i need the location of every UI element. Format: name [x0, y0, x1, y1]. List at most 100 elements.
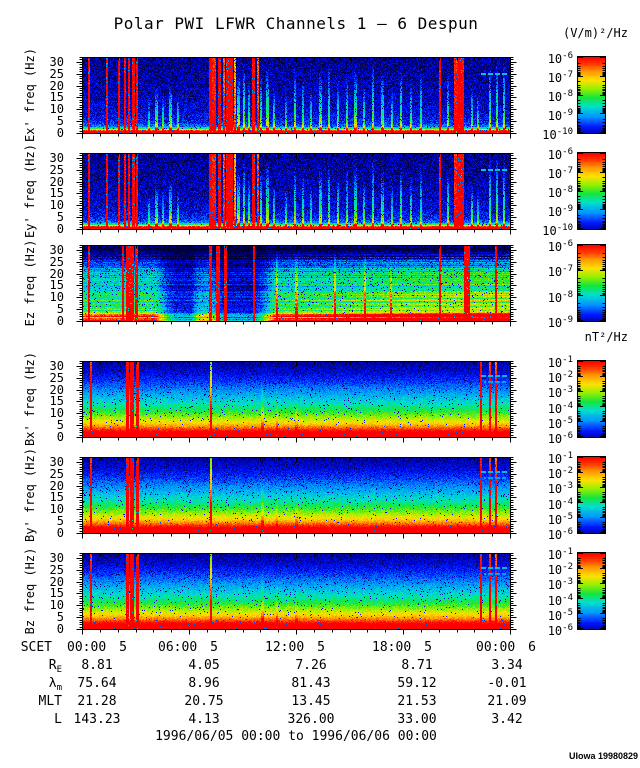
ytick-label: 20 [49, 266, 64, 281]
spectrogram-by [72, 451, 519, 542]
ephemeris-value: 3.34 [491, 658, 523, 673]
time-tick-0: 00:00 5 [67, 640, 127, 655]
colorbar-ez [577, 244, 606, 322]
cb-base: 10 [547, 356, 563, 370]
cb-label: 10-4 [515, 495, 573, 513]
cb-exponent: -3 [562, 385, 573, 396]
day-of-month-label: 5 [119, 640, 127, 655]
ephemeris-value: -0.01 [487, 676, 527, 691]
ephemeris-value: 75.64 [77, 676, 117, 691]
cb-exponent: -5 [562, 607, 573, 618]
cb-label: 10-9 [515, 202, 573, 220]
cb-label: 10-6 [515, 429, 573, 447]
ytick-label: 0 [56, 526, 64, 540]
ytick-label: 10 [49, 102, 64, 117]
cb-label: 10-7 [515, 262, 573, 280]
cb-base: 10 [547, 563, 563, 578]
spectrogram-ez [72, 239, 519, 330]
cb-label: 10-5 [515, 510, 573, 528]
cb-base: 10 [547, 578, 563, 593]
time-tick-3: 18:00 5 [372, 640, 432, 655]
cb-exponent: -9 [562, 108, 573, 118]
ytick-label: 25 [49, 370, 64, 385]
ytick-label: 20 [49, 574, 64, 589]
panel-ey [72, 147, 606, 238]
ytick-label: 5 [56, 302, 64, 317]
cb-base: 10 [547, 624, 563, 638]
ytick-label: 0 [56, 430, 64, 444]
panel-ez [72, 239, 606, 330]
cb-exponent: -2 [562, 370, 573, 381]
cb-exponent: -8 [562, 185, 573, 195]
cb-exponent: -1 [562, 547, 573, 557]
cb-label: 10-2 [515, 560, 573, 578]
cb-exponent: -5 [562, 415, 573, 426]
ephemeris-label-text: MLT [38, 694, 62, 709]
cb-base: 10 [547, 401, 563, 416]
ytick-label: 0 [56, 314, 64, 328]
cb-label: 10-8 [515, 288, 573, 306]
cb-exponent: -10 [556, 223, 573, 233]
ytick-label: 0 [56, 222, 64, 236]
cb-exponent: -10 [556, 127, 573, 137]
ephemeris-value: 81.43 [291, 676, 331, 691]
cb-base: 10 [547, 593, 563, 608]
cb-exponent: -8 [562, 89, 573, 99]
cb-label: 10-10 [515, 221, 573, 239]
cb-exponent: -6 [562, 623, 573, 633]
cb-base: 10 [547, 148, 563, 162]
cb-label: 10-6 [515, 525, 573, 543]
ytick-label: 25 [49, 162, 64, 177]
ephemeris-value: 13.45 [291, 694, 331, 709]
cb-base: 10 [547, 432, 563, 446]
ytick-label: 30 [49, 358, 64, 373]
ephemeris-label-text: λ [48, 676, 57, 691]
cb-label: 10-4 [515, 591, 573, 609]
cb-exponent: -6 [562, 147, 573, 157]
ephemeris-value: 21.53 [397, 694, 437, 709]
cb-exponent: -6 [562, 51, 573, 61]
ephemeris-label-subscript: E [56, 665, 62, 675]
time-tick-label: 06:00 [158, 640, 198, 655]
ytick-label: 10 [49, 406, 64, 421]
cb-label: 10-2 [515, 368, 573, 386]
cb-base: 10 [547, 497, 563, 512]
date-range: 1996/06/05 00:00 to 1996/06/06 00:00 [155, 729, 437, 744]
cb-label: 10-6 [515, 621, 573, 639]
cb-base: 10 [542, 224, 557, 238]
ytick-label: 0 [56, 126, 64, 140]
ephemeris-value: 8.71 [401, 658, 433, 673]
ytick-label: 25 [49, 66, 64, 81]
ytick-label: 5 [56, 210, 64, 225]
cb-exponent: -4 [562, 400, 573, 411]
magnetic-unit-label: nT²/Hz [584, 330, 628, 344]
colorbar-bx [577, 360, 606, 438]
cb-label: 10-4 [515, 399, 573, 417]
cb-base: 10 [547, 416, 563, 431]
ephemeris-value: 143.23 [73, 712, 121, 727]
cb-exponent: -9 [562, 204, 573, 214]
panel-by [72, 451, 606, 542]
spectrogram-bx [72, 355, 519, 446]
cb-exponent: -6 [562, 527, 573, 537]
cb-exponent: -8 [562, 289, 573, 300]
cb-base: 10 [547, 548, 563, 562]
ytick-label: 10 [49, 598, 64, 613]
cb-exponent: -5 [562, 511, 573, 522]
ytick-label: 5 [56, 514, 64, 529]
spectrogram-bz [72, 547, 519, 638]
cb-base: 10 [547, 467, 563, 482]
spectrogram-ey [72, 147, 519, 238]
ytick-label: 15 [49, 490, 64, 505]
cb-exponent: -6 [562, 431, 573, 441]
ephemeris-value: 4.13 [188, 712, 220, 727]
cb-base: 10 [547, 205, 563, 219]
time-tick-label: 18:00 [372, 640, 412, 655]
cb-label: 10-6 [515, 237, 573, 255]
ytick-label: 15 [49, 90, 64, 105]
cb-base: 10 [547, 52, 563, 66]
panel-bz [72, 547, 606, 638]
time-tick-2: 12:00 5 [265, 640, 325, 655]
cb-base: 10 [547, 608, 563, 623]
